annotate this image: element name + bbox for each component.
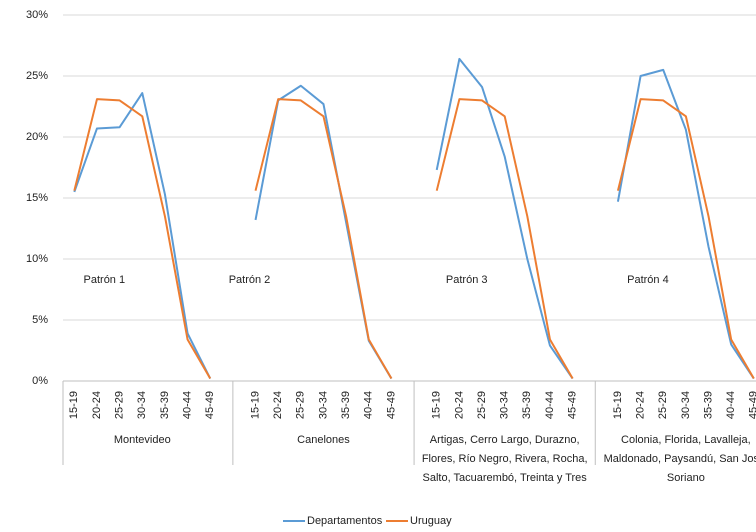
x-tick-label: 45-49 (748, 391, 756, 419)
x-tick-label: 45-49 (385, 391, 397, 419)
group-label-line: Salto, Tacuarembó, Treinta y Tres (423, 472, 588, 484)
x-tick-label: 35-39 (521, 391, 533, 419)
group-label: Colonia, Florida, Lavalleja, Maldonado, P… (604, 434, 756, 484)
y-tick-label: 10% (26, 253, 48, 265)
x-tick-label: 25-29 (476, 391, 488, 419)
x-tick-label: 35-39 (702, 391, 714, 419)
group-label: Montevideo (114, 434, 171, 446)
annotation: Patrón 1 (84, 274, 126, 286)
x-tick-label: 15-19 (249, 391, 261, 419)
series-line (73, 57, 755, 380)
group-label-line: Montevideo (114, 434, 171, 446)
x-tick-label: 25-29 (114, 391, 126, 419)
x-tick-label: 35-39 (159, 391, 171, 419)
y-tick-label: 20% (26, 131, 48, 143)
x-tick-label: 30-34 (680, 391, 692, 419)
x-tick-label: 20-24 (91, 391, 103, 419)
group-label-line: Colonia, Florida, Lavalleja, (621, 434, 751, 446)
x-tick-label: 15-19 (68, 391, 80, 419)
annotation: Patrón 3 (446, 274, 488, 286)
x-tick-label: 25-29 (295, 391, 307, 419)
x-tick-label: 45-49 (567, 391, 579, 419)
group-label-line: Soriano (667, 472, 705, 484)
legend-label: Uruguay (410, 515, 452, 527)
x-tick-label: 40-44 (181, 391, 193, 419)
y-tick-label: 15% (26, 192, 48, 204)
x-tick-label: 40-44 (725, 391, 737, 419)
group-label-line: Maldonado, Paysandú, San José, (604, 453, 756, 465)
y-tick-label: 0% (32, 375, 48, 387)
x-tick-label: 40-44 (544, 391, 556, 419)
x-tick-label: 15-19 (612, 391, 624, 419)
x-tick-label: 45-49 (204, 391, 216, 419)
group-label-line: Artigas, Cerro Largo, Durazno, (430, 434, 580, 446)
group-label: Canelones (297, 434, 350, 446)
group-label: Artigas, Cerro Largo, Durazno, Flores, Rí… (422, 434, 588, 484)
x-tick-label: 40-44 (363, 391, 375, 419)
x-tick-label: 35-39 (340, 391, 352, 419)
legend-label: Departamentos (307, 515, 383, 527)
y-tick-label: 5% (32, 314, 48, 326)
x-tick-label: 30-34 (499, 391, 511, 419)
group-label-line: Flores, Río Negro, Rivera, Rocha, (422, 453, 588, 465)
y-tick-label: 30% (26, 9, 48, 21)
x-tick-label: 20-24 (272, 391, 284, 419)
annotation: Patrón 2 (229, 274, 271, 286)
x-tick-label: 15-19 (431, 391, 443, 419)
annotation: Patrón 4 (627, 274, 669, 286)
y-tick-label: 25% (26, 70, 48, 82)
x-tick-label: 30-34 (317, 391, 329, 419)
x-tick-label: 25-29 (657, 391, 669, 419)
x-tick-label: 20-24 (634, 391, 646, 419)
x-tick-label: 30-34 (136, 391, 148, 419)
x-tick-label: 20-24 (453, 391, 465, 419)
series-line (73, 98, 755, 380)
group-label-line: Canelones (297, 434, 350, 446)
